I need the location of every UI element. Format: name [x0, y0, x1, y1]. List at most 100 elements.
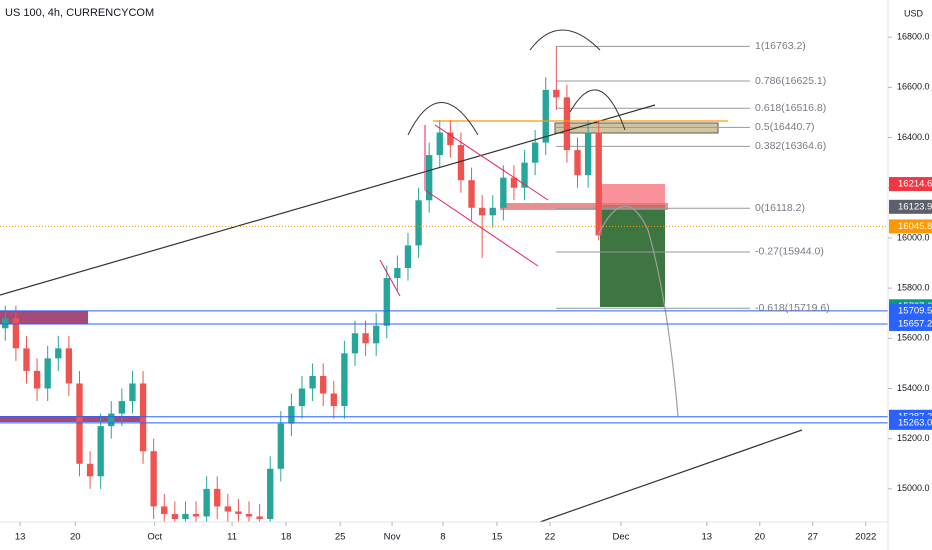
- shoulder-arc: [569, 89, 626, 131]
- x-tick-label: 2022: [855, 532, 876, 543]
- channel-line: [379, 259, 401, 297]
- candle-body: [161, 506, 168, 514]
- x-tick-label: 20: [70, 532, 81, 543]
- candle-body: [425, 155, 433, 201]
- trend-line: [539, 429, 803, 522]
- candle-body: [542, 89, 549, 143]
- price-tag: [889, 219, 932, 234]
- candle-body: [86, 463, 94, 477]
- fib-label: 0.5(16440.7): [755, 121, 815, 133]
- candle-body: [277, 423, 284, 469]
- x-tick-label: 22: [545, 532, 556, 543]
- y-tick-label: 15800.0: [897, 282, 930, 292]
- y-tick-label: 16400.0: [897, 132, 930, 142]
- x-tick-label: 15: [492, 532, 503, 543]
- candle-body: [404, 245, 412, 269]
- shoulder-arc: [407, 102, 479, 136]
- fib-label: 0.382(16364.6): [755, 140, 826, 152]
- fib-label: -0.618(15719.6): [755, 302, 830, 314]
- x-tick-label: 25: [335, 532, 346, 543]
- fib-label: 0.786(16625.1): [755, 75, 826, 87]
- x-tick-label: 11: [227, 532, 237, 543]
- candle-body: [245, 513, 253, 517]
- fib-label: 0.618(16516.8): [755, 102, 826, 114]
- candle-body: [65, 348, 73, 384]
- candle-body: [478, 207, 486, 216]
- y-tick-label: 15400.0: [897, 383, 930, 393]
- x-tick-label: Dec: [613, 532, 630, 543]
- price-tag: [889, 316, 932, 331]
- candle-body: [373, 325, 380, 344]
- candle-body: [23, 348, 30, 371]
- candle-body: [139, 383, 147, 452]
- fib-label: 1(16763.2): [755, 40, 806, 52]
- price-tag: [889, 199, 932, 214]
- x-tick-label: 8: [440, 532, 445, 543]
- candle-body: [256, 516, 263, 519]
- candle-body: [203, 488, 210, 517]
- x-tick-label: Oct: [147, 532, 162, 543]
- price-tag-label: 16045.8: [898, 221, 932, 232]
- candle-body: [44, 358, 51, 389]
- candle-body: [182, 513, 189, 519]
- candle-body: [108, 413, 115, 427]
- candle-body: [288, 406, 295, 424]
- candle-body: [521, 162, 528, 188]
- price-tag-label: 15263.0: [898, 417, 932, 428]
- channel-line: [434, 124, 549, 201]
- price-tag-label: 16214.6: [898, 179, 932, 190]
- price-tag-label: 15657.2: [898, 318, 932, 329]
- candle-body: [341, 353, 348, 407]
- candle-body: [584, 132, 592, 176]
- candle-body: [531, 142, 539, 163]
- price-tag-label: 15709.5: [898, 305, 932, 316]
- currency: USD: [904, 8, 924, 18]
- candles: [2, 46, 602, 522]
- x-tick-label: 20: [754, 532, 765, 543]
- candle-body: [298, 388, 306, 407]
- candle-body: [574, 150, 581, 176]
- price-tag: [889, 177, 932, 192]
- candle-body: [394, 268, 401, 279]
- candle-body: [97, 426, 104, 477]
- y-tick-label: 15600.0: [897, 333, 930, 343]
- candle-body: [55, 348, 62, 359]
- candle-body: [2, 318, 9, 329]
- price-tag: [889, 303, 932, 318]
- zone: [0, 311, 88, 324]
- candle-body: [553, 89, 560, 98]
- candle-body: [468, 180, 475, 208]
- candle-body: [235, 511, 242, 514]
- y-tick-label: 16000.0: [897, 232, 930, 242]
- candle-body: [12, 318, 20, 349]
- candle-body: [320, 375, 327, 394]
- zone: [0, 416, 145, 422]
- support-box: [500, 203, 668, 210]
- candle-body: [129, 383, 136, 402]
- chart-title: US 100, 4h, CURRENCYCOM: [5, 7, 154, 19]
- candle-body: [118, 401, 126, 414]
- candle-body: [171, 513, 179, 519]
- candle-body: [267, 468, 274, 519]
- candle-body: [436, 132, 443, 156]
- candle-body: [330, 393, 337, 407]
- candle-body: [150, 451, 157, 507]
- y-tick-label: 15200.0: [897, 433, 930, 443]
- candle-body: [362, 333, 369, 344]
- candle-body: [224, 506, 232, 512]
- candle-body: [415, 200, 422, 246]
- projection-curve: [597, 205, 679, 417]
- y-tick-label: 16800.0: [897, 32, 930, 42]
- candle-body: [214, 488, 221, 507]
- drawings-front: [0, 29, 888, 522]
- x-tick-label: 27: [807, 532, 818, 543]
- candle-body: [510, 177, 518, 188]
- candle-body: [447, 132, 454, 146]
- fib-label: 0(16118.2): [755, 202, 805, 214]
- x-tick-label: 13: [15, 532, 26, 543]
- resistance-box: [554, 122, 719, 134]
- fib-label: -0.27(15944.0): [755, 246, 824, 258]
- stop-zone: [600, 184, 665, 205]
